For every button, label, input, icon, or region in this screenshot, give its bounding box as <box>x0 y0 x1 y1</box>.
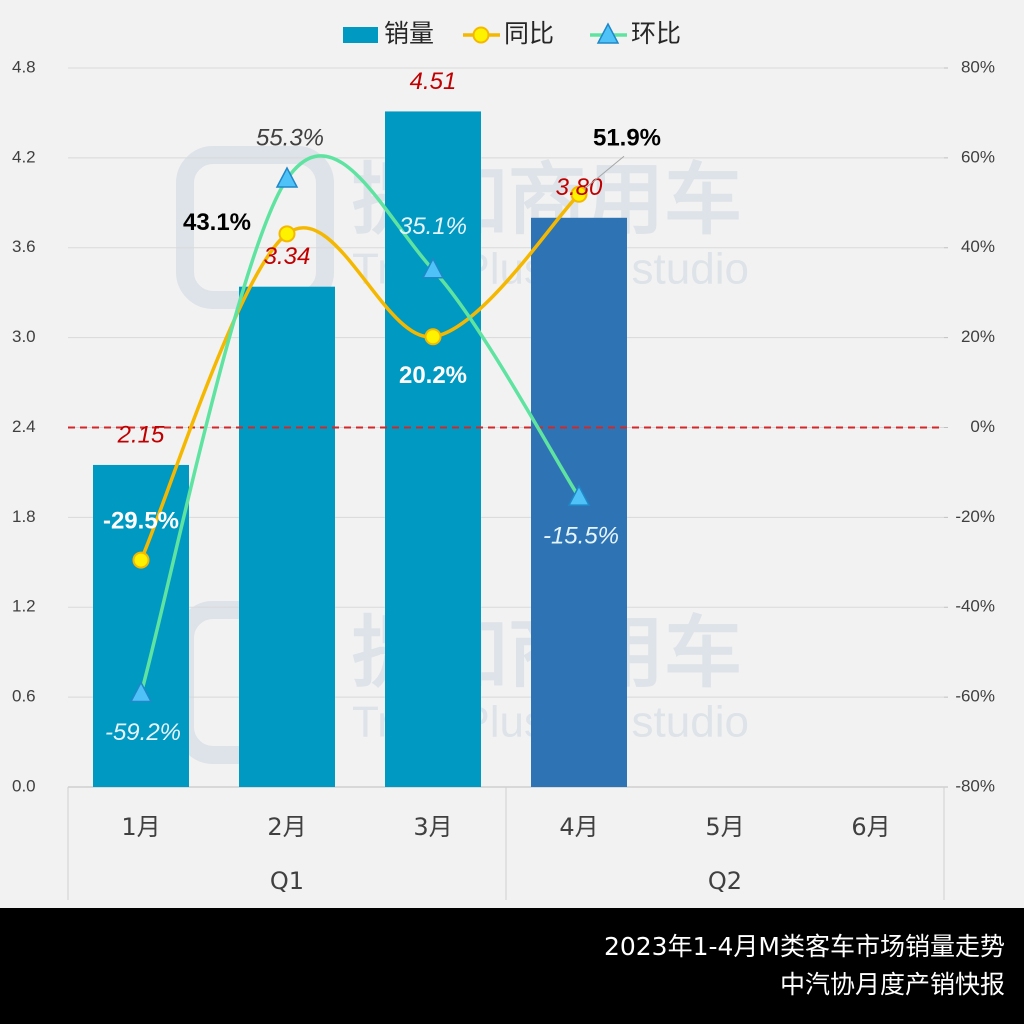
footer-title: 2023年1-4月M类客车市场销量走势 <box>604 932 1005 961</box>
footer-band <box>0 908 1024 1024</box>
bar <box>93 464 189 787</box>
legend-swatch <box>343 27 378 43</box>
y2-tick-label: -40% <box>955 597 995 616</box>
leader-line <box>583 155 625 190</box>
y2-tick-label: 20% <box>961 327 995 346</box>
data-label: 4.51 <box>410 68 457 95</box>
group-label: Q1 <box>270 867 304 895</box>
marker <box>421 257 445 279</box>
y2-tick-label: 0% <box>970 417 995 436</box>
y-tick-label: 1.8 <box>12 507 36 526</box>
y-tick-label: 3.6 <box>12 237 36 256</box>
data-label: -59.2% <box>105 719 181 746</box>
data-label: 55.3% <box>256 124 324 151</box>
data-label: 35.1% <box>399 213 467 240</box>
y-tick-label: 0.6 <box>12 687 36 706</box>
x-tick-label: 2月 <box>267 813 306 841</box>
y-tick-label: 3.0 <box>12 327 36 346</box>
y2-tick-label: -60% <box>955 687 995 706</box>
y-tick-label: 4.8 <box>12 57 36 76</box>
y-tick-label: 4.2 <box>12 147 36 166</box>
data-label: 51.9% <box>593 125 661 152</box>
line <box>139 154 581 695</box>
data-label: 2.15 <box>117 421 165 448</box>
line <box>139 193 581 561</box>
data-label: -15.5% <box>543 522 619 549</box>
y-tick-label: 0.0 <box>12 776 36 795</box>
marker <box>567 484 591 506</box>
data-label: 3.80 <box>556 174 603 201</box>
data-label: 43.1% <box>183 209 251 236</box>
y2-tick-label: -20% <box>955 507 995 526</box>
legend-label: 环比 <box>631 19 681 48</box>
marker <box>129 680 153 703</box>
y2-tick-label: 60% <box>961 147 995 166</box>
data-label: 3.34 <box>264 243 311 270</box>
marker <box>424 328 442 346</box>
y2-tick-label: 80% <box>961 57 995 76</box>
group-label: Q2 <box>708 867 742 895</box>
data-label: 20.2% <box>399 362 467 389</box>
x-tick-label: 6月 <box>851 813 890 841</box>
x-tick-label: 5月 <box>705 813 744 841</box>
x-tick-label: 3月 <box>413 813 452 841</box>
marker <box>596 22 620 44</box>
y2-tick-label: 40% <box>961 237 995 256</box>
x-tick-label: 4月 <box>559 813 598 841</box>
legend-label: 同比 <box>504 19 554 48</box>
y2-tick-label: -80% <box>955 776 995 795</box>
marker <box>278 225 296 243</box>
marker <box>472 26 490 44</box>
bar <box>385 111 481 788</box>
y-tick-label: 1.2 <box>12 597 36 616</box>
bar <box>239 286 335 787</box>
y-tick-label: 2.4 <box>12 417 36 436</box>
x-tick-label: 1月 <box>121 813 160 841</box>
marker <box>570 185 588 203</box>
data-label: -29.5% <box>103 507 179 534</box>
marker <box>275 166 299 188</box>
marker <box>132 551 150 569</box>
footer-subtitle: 中汽协月度产销快报 <box>780 970 1005 999</box>
legend-label: 销量 <box>384 19 434 48</box>
